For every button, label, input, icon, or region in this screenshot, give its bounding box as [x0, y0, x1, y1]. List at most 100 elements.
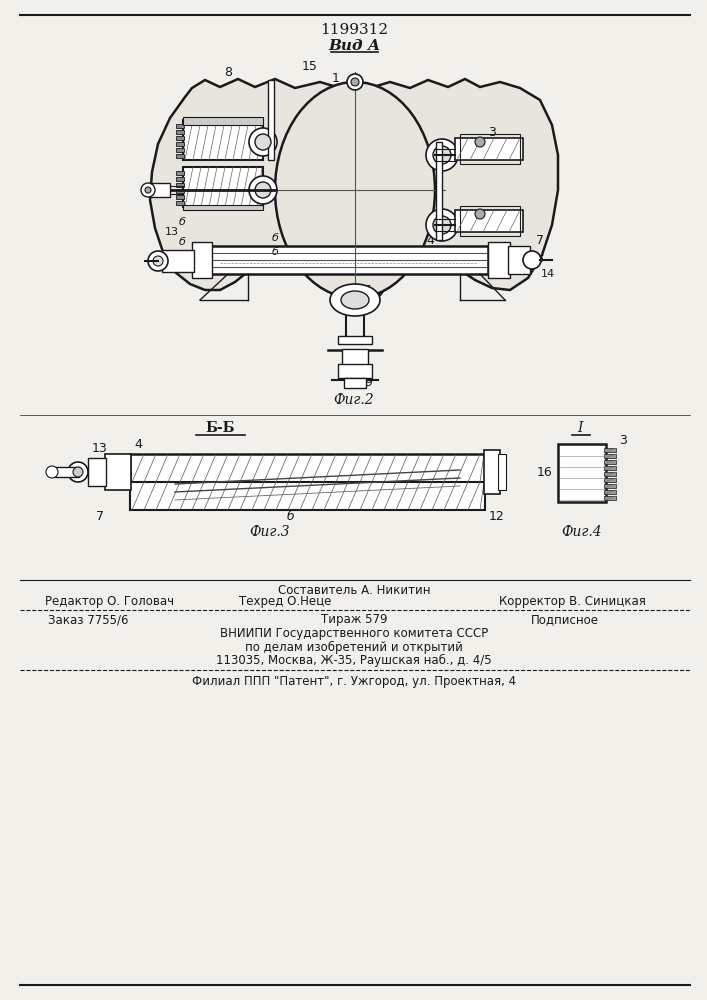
Bar: [176, 130, 184, 134]
Bar: [604, 448, 616, 452]
Text: б: б: [271, 247, 279, 257]
Circle shape: [46, 466, 58, 478]
Text: Фиг.2: Фиг.2: [334, 393, 374, 407]
Text: 1199312: 1199312: [320, 23, 388, 37]
Bar: [344, 378, 366, 388]
Text: 8: 8: [224, 66, 232, 79]
Bar: [176, 142, 184, 146]
Circle shape: [475, 137, 485, 147]
Text: по делам изобретений и открытий: по делам изобретений и открытий: [245, 640, 463, 654]
Text: б: б: [179, 217, 185, 227]
Bar: [604, 490, 616, 494]
Bar: [604, 472, 616, 476]
Bar: [176, 148, 184, 152]
Bar: [455, 210, 523, 232]
Bar: [176, 154, 184, 158]
Bar: [176, 171, 184, 175]
Bar: [150, 183, 170, 197]
Circle shape: [73, 467, 83, 477]
Text: Составитель А. Никитин: Составитель А. Никитин: [278, 584, 431, 596]
Bar: [130, 454, 485, 482]
Bar: [192, 242, 212, 278]
Text: Б-Б: Б-Б: [205, 421, 235, 435]
Bar: [338, 364, 372, 378]
Bar: [460, 134, 520, 164]
Text: 3: 3: [254, 121, 262, 134]
Text: б: б: [179, 237, 185, 247]
Bar: [183, 205, 263, 210]
Bar: [455, 138, 523, 160]
Polygon shape: [150, 79, 558, 310]
Circle shape: [249, 128, 277, 156]
Text: 1: 1: [332, 72, 340, 85]
Circle shape: [426, 209, 458, 241]
Text: Подписное: Подписное: [531, 613, 599, 626]
Text: Заказ 7755/6: Заказ 7755/6: [48, 613, 128, 626]
Text: Техред О.Неце: Техред О.Неце: [239, 595, 331, 608]
Ellipse shape: [330, 284, 380, 316]
Bar: [176, 136, 184, 140]
Bar: [436, 142, 442, 240]
Bar: [604, 484, 616, 488]
Bar: [342, 349, 368, 365]
Bar: [176, 189, 184, 193]
Text: I: I: [577, 421, 583, 435]
Bar: [338, 336, 372, 344]
Text: Фиг.3: Фиг.3: [250, 525, 291, 539]
Circle shape: [475, 209, 485, 219]
Text: 3: 3: [488, 125, 496, 138]
Bar: [488, 242, 510, 278]
Bar: [498, 454, 506, 490]
Ellipse shape: [341, 291, 369, 309]
Bar: [55, 467, 79, 477]
Text: Вид А: Вид А: [328, 39, 380, 53]
Circle shape: [249, 176, 277, 204]
Bar: [508, 246, 530, 274]
Bar: [484, 450, 500, 494]
Text: Тираж 579: Тираж 579: [321, 613, 387, 626]
Bar: [268, 80, 274, 160]
Bar: [176, 195, 184, 199]
Bar: [604, 460, 616, 464]
Bar: [558, 444, 606, 502]
Text: 7: 7: [96, 510, 104, 524]
Bar: [604, 496, 616, 500]
Circle shape: [433, 216, 451, 234]
Text: 13: 13: [92, 442, 108, 454]
Text: Филиал ППП "Патент", г. Ужгород, ул. Проектная, 4: Филиал ППП "Патент", г. Ужгород, ул. Про…: [192, 676, 516, 688]
Text: 14: 14: [541, 269, 555, 279]
Text: 113035, Москва, Ж-35, Раушская наб., д. 4/5: 113035, Москва, Ж-35, Раушская наб., д. …: [216, 653, 492, 667]
Circle shape: [433, 146, 451, 164]
Circle shape: [255, 134, 271, 150]
Circle shape: [426, 139, 458, 171]
Text: ВНИИПИ Государственного комитета СССР: ВНИИПИ Государственного комитета СССР: [220, 628, 488, 641]
Bar: [604, 478, 616, 482]
Bar: [176, 183, 184, 187]
Bar: [162, 250, 194, 272]
Bar: [176, 201, 184, 205]
Bar: [88, 458, 106, 486]
Text: Редактор О. Головач: Редактор О. Головач: [45, 595, 175, 608]
Bar: [183, 167, 263, 207]
Text: 5: 5: [364, 284, 372, 296]
Bar: [604, 454, 616, 458]
Text: Фиг.4: Фиг.4: [561, 525, 602, 539]
Text: б: б: [271, 233, 279, 243]
Circle shape: [148, 251, 168, 271]
Text: б: б: [537, 255, 544, 265]
Text: 3: 3: [619, 434, 627, 446]
Circle shape: [255, 182, 271, 198]
Text: Корректор В. Синицкая: Корректор В. Синицкая: [498, 595, 645, 608]
Text: 15: 15: [302, 60, 318, 73]
Bar: [176, 177, 184, 181]
Bar: [176, 124, 184, 128]
Ellipse shape: [275, 82, 435, 298]
Text: 9: 9: [364, 375, 372, 388]
Circle shape: [141, 183, 155, 197]
Text: 13: 13: [165, 227, 179, 237]
Circle shape: [351, 78, 359, 86]
Bar: [183, 120, 263, 160]
Text: 7: 7: [536, 233, 544, 246]
Bar: [604, 466, 616, 470]
Bar: [183, 117, 263, 125]
